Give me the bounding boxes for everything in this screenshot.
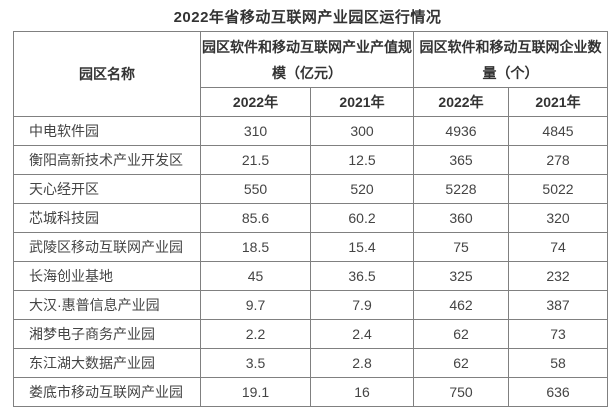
value-cell: 2.2 [200,319,311,349]
table-row: 湘梦电子商务产业园 2.2 2.4 62 73 [13,319,608,349]
table-row: 长海创业基地 45 36.5 325 232 [13,261,608,291]
value-cell: 300 [310,116,414,146]
value-cell: 12.5 [310,145,414,175]
column-header-park-name: 园区名称 [13,31,201,117]
value-cell: 520 [310,174,414,204]
value-cell: 2.8 [310,348,414,378]
value-cell: 310 [200,116,311,146]
park-name-cell: 天心经开区 [13,174,201,204]
column-group-enterprise-count: 园区软件和移动互联网企业数量（个） [413,31,608,88]
value-cell: 320 [508,203,608,233]
page-title: 2022年省移动互联网产业园区运行情况 [173,9,442,26]
table-row: 天心经开区 550 520 5228 5022 [13,174,608,204]
value-cell: 387 [508,290,608,320]
value-cell: 74 [508,232,608,262]
value-cell: 5022 [508,174,608,204]
value-cell: 9.7 [200,290,311,320]
value-cell: 19.1 [200,377,311,407]
park-name-cell: 芯城科技园 [13,203,201,233]
value-cell: 73 [508,319,608,349]
value-cell: 4936 [413,116,509,146]
park-name-cell: 武陵区移动互联网产业园 [13,232,201,262]
table-row: 武陵区移动互联网产业园 18.5 15.4 75 74 [13,232,608,262]
table-row: 芯城科技园 85.6 60.2 360 320 [13,203,608,233]
value-cell: 636 [508,377,608,407]
park-name-cell: 东江湖大数据产业园 [13,348,201,378]
value-cell: 75 [413,232,509,262]
table-row: 东江湖大数据产业园 3.5 2.8 62 58 [13,348,608,378]
park-name-cell: 长海创业基地 [13,261,201,291]
value-cell: 232 [508,261,608,291]
park-name-cell: 湘梦电子商务产业园 [13,319,201,349]
industry-park-table: 园区名称 园区软件和移动互联网产业产值规模（亿元） 园区软件和移动互联网企业数量… [13,31,608,407]
value-cell: 45 [200,261,311,291]
table-row: 衡阳高新技术产业开发区 21.5 12.5 365 278 [13,145,608,175]
column-group-output-value: 园区软件和移动互联网产业产值规模（亿元） [200,31,414,88]
value-cell: 15.4 [310,232,414,262]
value-cell: 85.6 [200,203,311,233]
value-cell: 7.9 [310,290,414,320]
park-name-cell: 衡阳高新技术产业开发区 [13,145,201,175]
table-row: 中电软件园 310 300 4936 4845 [13,116,608,146]
park-name-cell: 中电软件园 [13,116,201,146]
value-cell: 5228 [413,174,509,204]
value-cell: 3.5 [200,348,311,378]
value-cell: 2.4 [310,319,414,349]
value-cell: 16 [310,377,414,407]
column-header-count-2022: 2022年 [413,87,509,117]
value-cell: 325 [413,261,509,291]
value-cell: 60.2 [310,203,414,233]
column-header-count-2021: 2021年 [508,87,608,117]
value-cell: 550 [200,174,311,204]
table-row: 大汉·惠普信息产业园 9.7 7.9 462 387 [13,290,608,320]
value-cell: 750 [413,377,509,407]
column-header-output-2021: 2021年 [310,87,414,117]
value-cell: 18.5 [200,232,311,262]
value-cell: 62 [413,348,509,378]
value-cell: 36.5 [310,261,414,291]
value-cell: 21.5 [200,145,311,175]
park-name-cell: 娄底市移动互联网产业园 [13,377,201,407]
park-name-cell: 大汉·惠普信息产业园 [13,290,201,320]
table-header-year-row: 2022年 2021年 2022年 2021年 [14,87,608,117]
value-cell: 462 [413,290,509,320]
table-row: 娄底市移动互联网产业园 19.1 16 750 636 [13,377,608,407]
table-body: 中电软件园 310 300 4936 4845 衡阳高新技术产业开发区 21.5 12.5 36… [13,116,608,407]
value-cell: 62 [413,319,509,349]
value-cell: 4845 [508,116,608,146]
value-cell: 360 [413,203,509,233]
column-header-output-2022: 2022年 [200,87,311,117]
value-cell: 278 [508,145,608,175]
value-cell: 365 [413,145,509,175]
value-cell: 58 [508,348,608,378]
table-header-group-row: 园区名称 园区软件和移动互联网产业产值规模（亿元） 园区软件和移动互联网企业数量… [13,31,608,117]
